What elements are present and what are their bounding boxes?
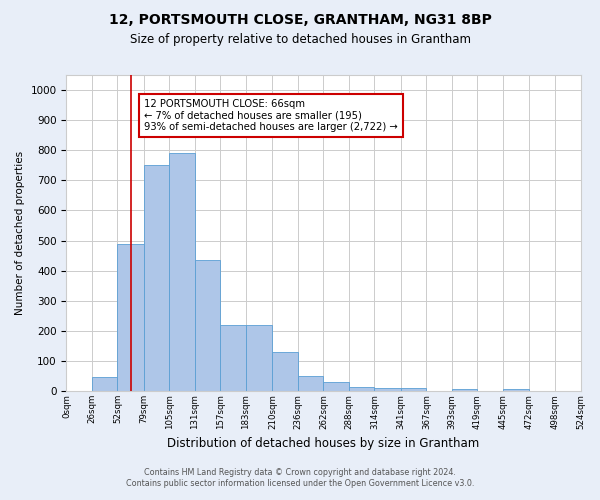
Bar bbox=[118, 244, 144, 391]
Bar bbox=[195, 260, 220, 391]
Bar bbox=[272, 352, 298, 391]
Bar bbox=[92, 378, 118, 391]
Text: Size of property relative to detached houses in Grantham: Size of property relative to detached ho… bbox=[130, 32, 470, 46]
Bar bbox=[144, 166, 169, 391]
Bar bbox=[452, 388, 478, 391]
Bar bbox=[374, 388, 401, 391]
Bar bbox=[323, 382, 349, 391]
Bar bbox=[246, 325, 272, 391]
Text: 12, PORTSMOUTH CLOSE, GRANTHAM, NG31 8BP: 12, PORTSMOUTH CLOSE, GRANTHAM, NG31 8BP bbox=[109, 12, 491, 26]
Bar bbox=[349, 388, 374, 391]
Bar bbox=[298, 376, 323, 391]
Text: 12 PORTSMOUTH CLOSE: 66sqm
← 7% of detached houses are smaller (195)
93% of semi: 12 PORTSMOUTH CLOSE: 66sqm ← 7% of detac… bbox=[144, 99, 398, 132]
Bar bbox=[169, 154, 195, 391]
Bar bbox=[401, 388, 427, 391]
Bar bbox=[220, 325, 246, 391]
Bar bbox=[503, 388, 529, 391]
Y-axis label: Number of detached properties: Number of detached properties bbox=[15, 151, 25, 315]
X-axis label: Distribution of detached houses by size in Grantham: Distribution of detached houses by size … bbox=[167, 437, 479, 450]
Text: Contains HM Land Registry data © Crown copyright and database right 2024.
Contai: Contains HM Land Registry data © Crown c… bbox=[126, 468, 474, 487]
